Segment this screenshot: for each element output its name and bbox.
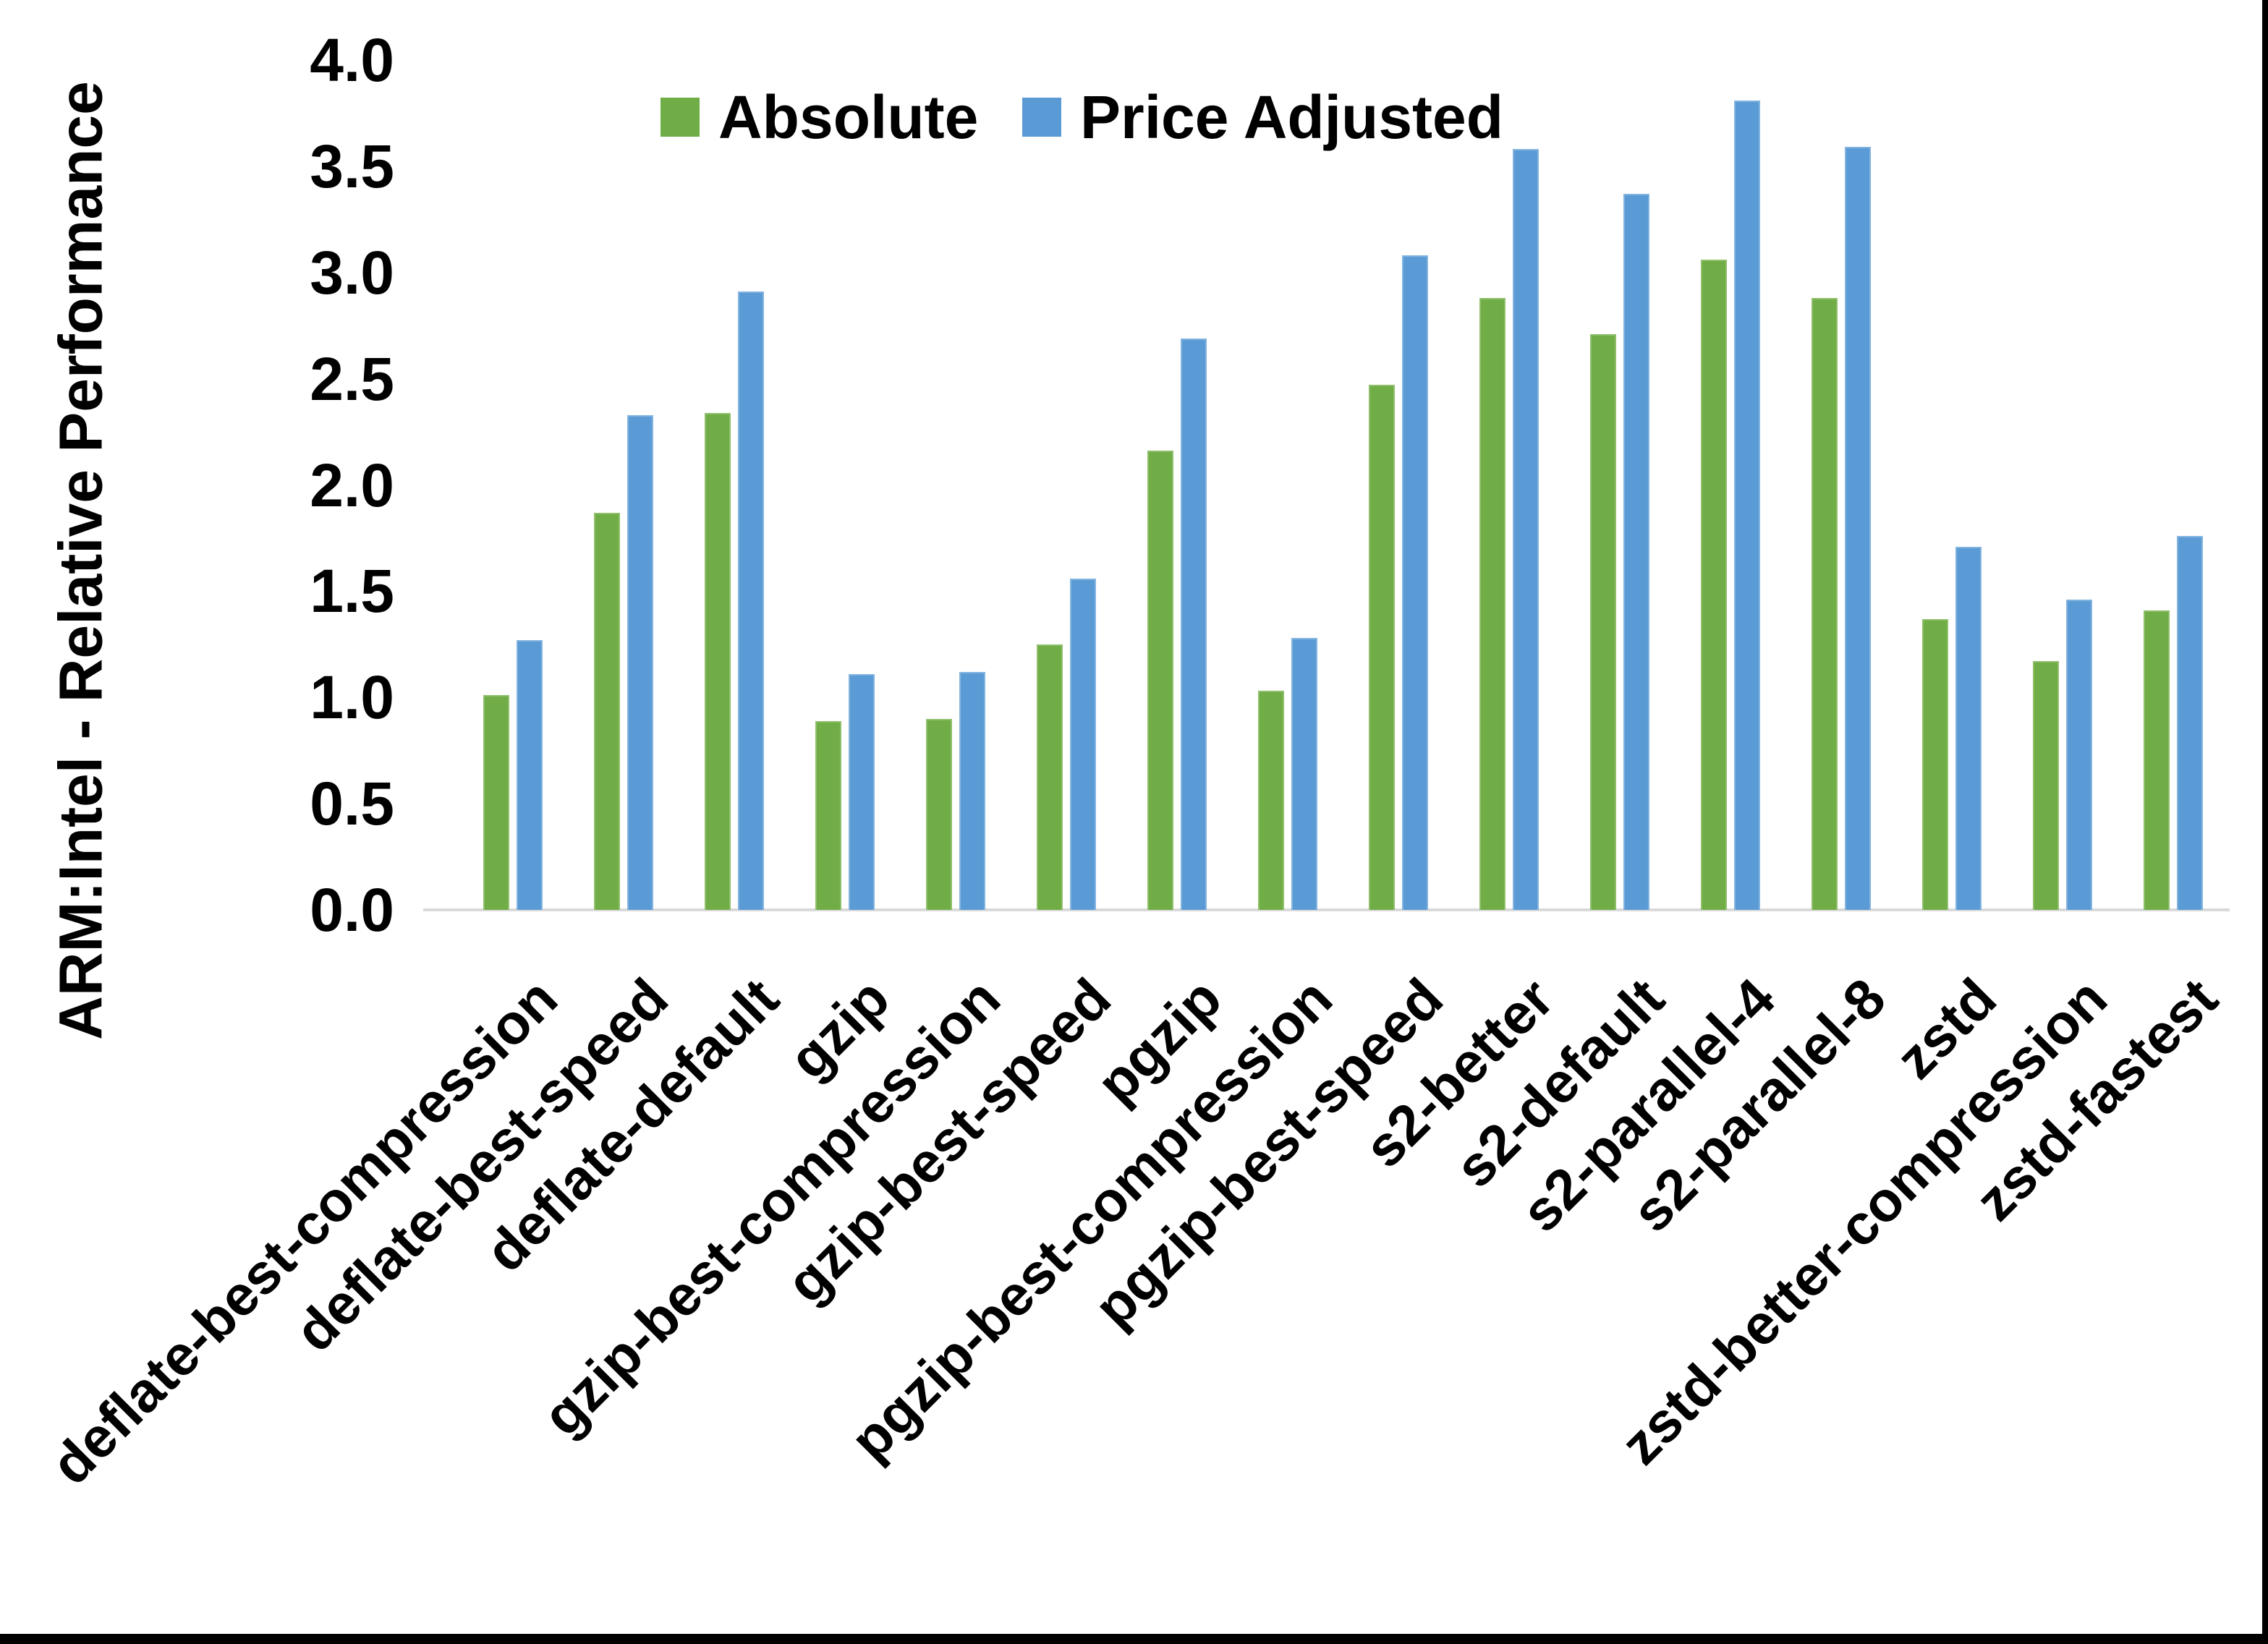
bar-absolute-deflate-best-compression	[483, 695, 509, 910]
bar-absolute-gzip-best-compression	[926, 719, 952, 910]
bar-absolute-pgzip	[1147, 451, 1173, 910]
screen-border-bottom	[0, 1634, 2268, 1644]
legend-label-price-adjusted: Price Adjusted	[1080, 83, 1504, 151]
y-tick-label-1.0: 1.0	[310, 663, 394, 732]
y-tick-label-3.5: 3.5	[310, 132, 394, 200]
bar-price-adjusted-pgzip	[1181, 338, 1207, 910]
bar-price-adjusted-pgzip-best-speed	[1402, 255, 1428, 910]
bar-price-adjusted-zstd-fastest	[2177, 536, 2203, 910]
bar-absolute-s2-parallel-8	[1812, 298, 1838, 910]
bar-absolute-s2-better	[1479, 298, 1505, 910]
bar-price-adjusted-deflate-best-compression	[517, 640, 543, 910]
bar-price-adjusted-deflate-default	[738, 291, 764, 910]
bar-price-adjusted-gzip-best-speed	[1070, 579, 1096, 910]
x-axis-line	[423, 908, 2230, 911]
legend-swatch-absolute-icon	[661, 98, 700, 137]
y-tick-label-0.0: 0.0	[310, 876, 394, 944]
bar-price-adjusted-deflate-best-speed	[627, 415, 653, 910]
y-tick-label-1.5: 1.5	[310, 557, 394, 626]
bar-price-adjusted-gzip-best-compression	[959, 672, 985, 910]
bar-absolute-deflate-default	[705, 413, 731, 910]
bar-absolute-gzip-best-speed	[1037, 644, 1063, 910]
bar-price-adjusted-zstd	[1955, 547, 1982, 910]
y-tick-label-2.5: 2.5	[310, 344, 394, 413]
legend-label-absolute: Absolute	[718, 83, 979, 151]
y-axis-title: ARM:Intel - Relative Performance	[46, 81, 115, 1040]
legend-swatch-price-adjusted-icon	[1022, 98, 1061, 137]
y-tick-label-3.0: 3.0	[310, 238, 394, 307]
bar-price-adjusted-zstd-better-compression	[2066, 600, 2092, 910]
screen-border-right	[2262, 0, 2268, 1644]
y-tick-label-2.0: 2.0	[310, 451, 394, 519]
bar-absolute-zstd-fastest	[2144, 610, 2170, 910]
y-tick-label-4.0: 4.0	[310, 26, 394, 94]
bar-absolute-s2-parallel-4	[1701, 260, 1727, 910]
y-tick-label-0.5: 0.5	[310, 770, 394, 838]
bar-absolute-zstd	[1922, 619, 1948, 910]
bar-price-adjusted-s2-better	[1513, 149, 1539, 910]
bar-price-adjusted-pgzip-best-compression	[1291, 638, 1317, 910]
bar-price-adjusted-s2-default	[1623, 194, 1649, 910]
bar-price-adjusted-gzip	[849, 674, 875, 910]
bar-absolute-gzip	[815, 721, 841, 910]
bar-absolute-pgzip-best-compression	[1258, 691, 1284, 910]
bar-absolute-pgzip-best-speed	[1369, 385, 1395, 910]
legend-item-price-adjusted: Price Adjusted	[1022, 87, 1503, 148]
plot-area	[423, 60, 2230, 911]
legend-item-absolute: Absolute	[661, 87, 978, 148]
bar-absolute-deflate-best-speed	[594, 513, 620, 910]
bar-absolute-s2-default	[1590, 334, 1616, 910]
bar-price-adjusted-s2-parallel-8	[1845, 147, 1871, 910]
bar-absolute-zstd-better-compression	[2033, 661, 2059, 910]
bar-price-adjusted-s2-parallel-4	[1734, 101, 1760, 910]
